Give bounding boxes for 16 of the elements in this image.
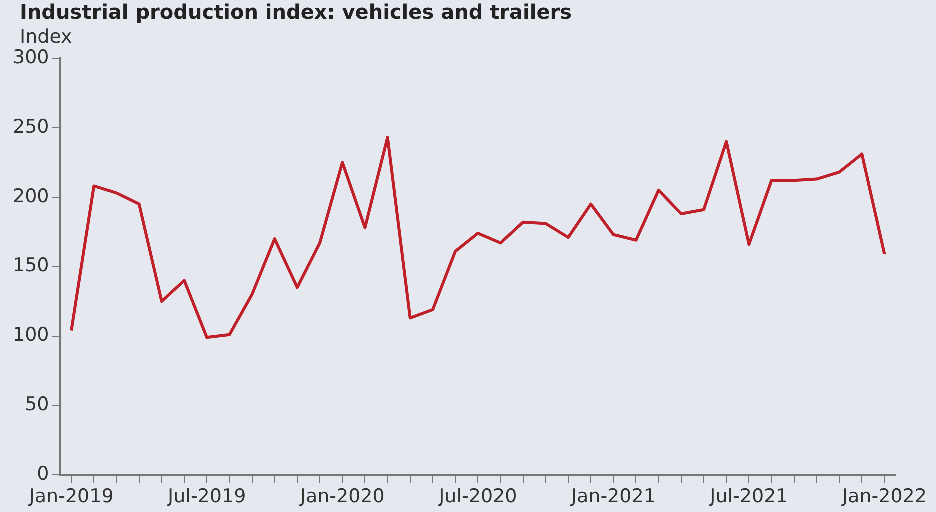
y-tick-label: 200 bbox=[13, 185, 50, 208]
x-tick-label: Jan-2019 bbox=[28, 486, 114, 508]
y-tick-label: 0 bbox=[37, 463, 50, 486]
x-tick-label: Jan-2021 bbox=[570, 486, 656, 508]
y-tick-label: 50 bbox=[25, 394, 50, 416]
y-tick-label: 100 bbox=[13, 324, 50, 346]
y-tick-label: 150 bbox=[13, 254, 50, 277]
y-axis-title: Index bbox=[20, 26, 72, 48]
y-tick-label: 250 bbox=[13, 116, 50, 138]
x-tick-label: Jan-2020 bbox=[299, 486, 385, 508]
x-tick-label: Jul-2019 bbox=[167, 486, 246, 508]
y-tick-label: 300 bbox=[13, 46, 50, 68]
x-tick-label: Jul-2020 bbox=[438, 486, 518, 508]
x-tick-label: Jul-2021 bbox=[709, 486, 788, 508]
chart-title: Industrial production index: vehicles and trailers bbox=[20, 0, 572, 24]
x-tick-label: Jan-2022 bbox=[841, 486, 927, 508]
